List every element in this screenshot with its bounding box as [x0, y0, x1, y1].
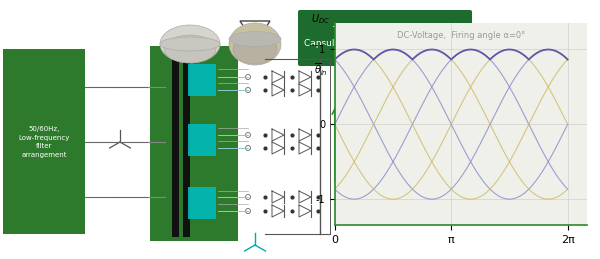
- Ellipse shape: [160, 37, 220, 51]
- Bar: [188, 124, 216, 156]
- Bar: [188, 64, 216, 96]
- FancyBboxPatch shape: [298, 10, 472, 66]
- Text: Thyristors and IGBTs as
Capsule- or Presspack-style devices: Thyristors and IGBTs as Capsule- or Pres…: [304, 26, 466, 48]
- Bar: [183, 50, 190, 237]
- Text: DC-Voltage,  Firing angle α=0°: DC-Voltage, Firing angle α=0°: [397, 31, 525, 40]
- Ellipse shape: [164, 35, 216, 63]
- Bar: [3, 49, 85, 234]
- Ellipse shape: [160, 25, 220, 63]
- Ellipse shape: [229, 23, 281, 65]
- Bar: [150, 46, 238, 241]
- Text: 50/60Hz,
Low-frequency
filter
arrangement: 50/60Hz, Low-frequency filter arrangemen…: [19, 126, 70, 158]
- Text: ─────: ─────: [308, 44, 325, 49]
- Text: $U_{DC}(\alpha)$: $U_{DC}(\alpha)$: [337, 131, 349, 157]
- Bar: [172, 50, 179, 237]
- Bar: [188, 187, 216, 219]
- Ellipse shape: [229, 32, 281, 47]
- Ellipse shape: [233, 34, 277, 64]
- Text: $\overline{\theta}_{in}$: $\overline{\theta}_{in}$: [314, 62, 328, 78]
- Text: $U_{DC}$: $U_{DC}$: [311, 12, 331, 26]
